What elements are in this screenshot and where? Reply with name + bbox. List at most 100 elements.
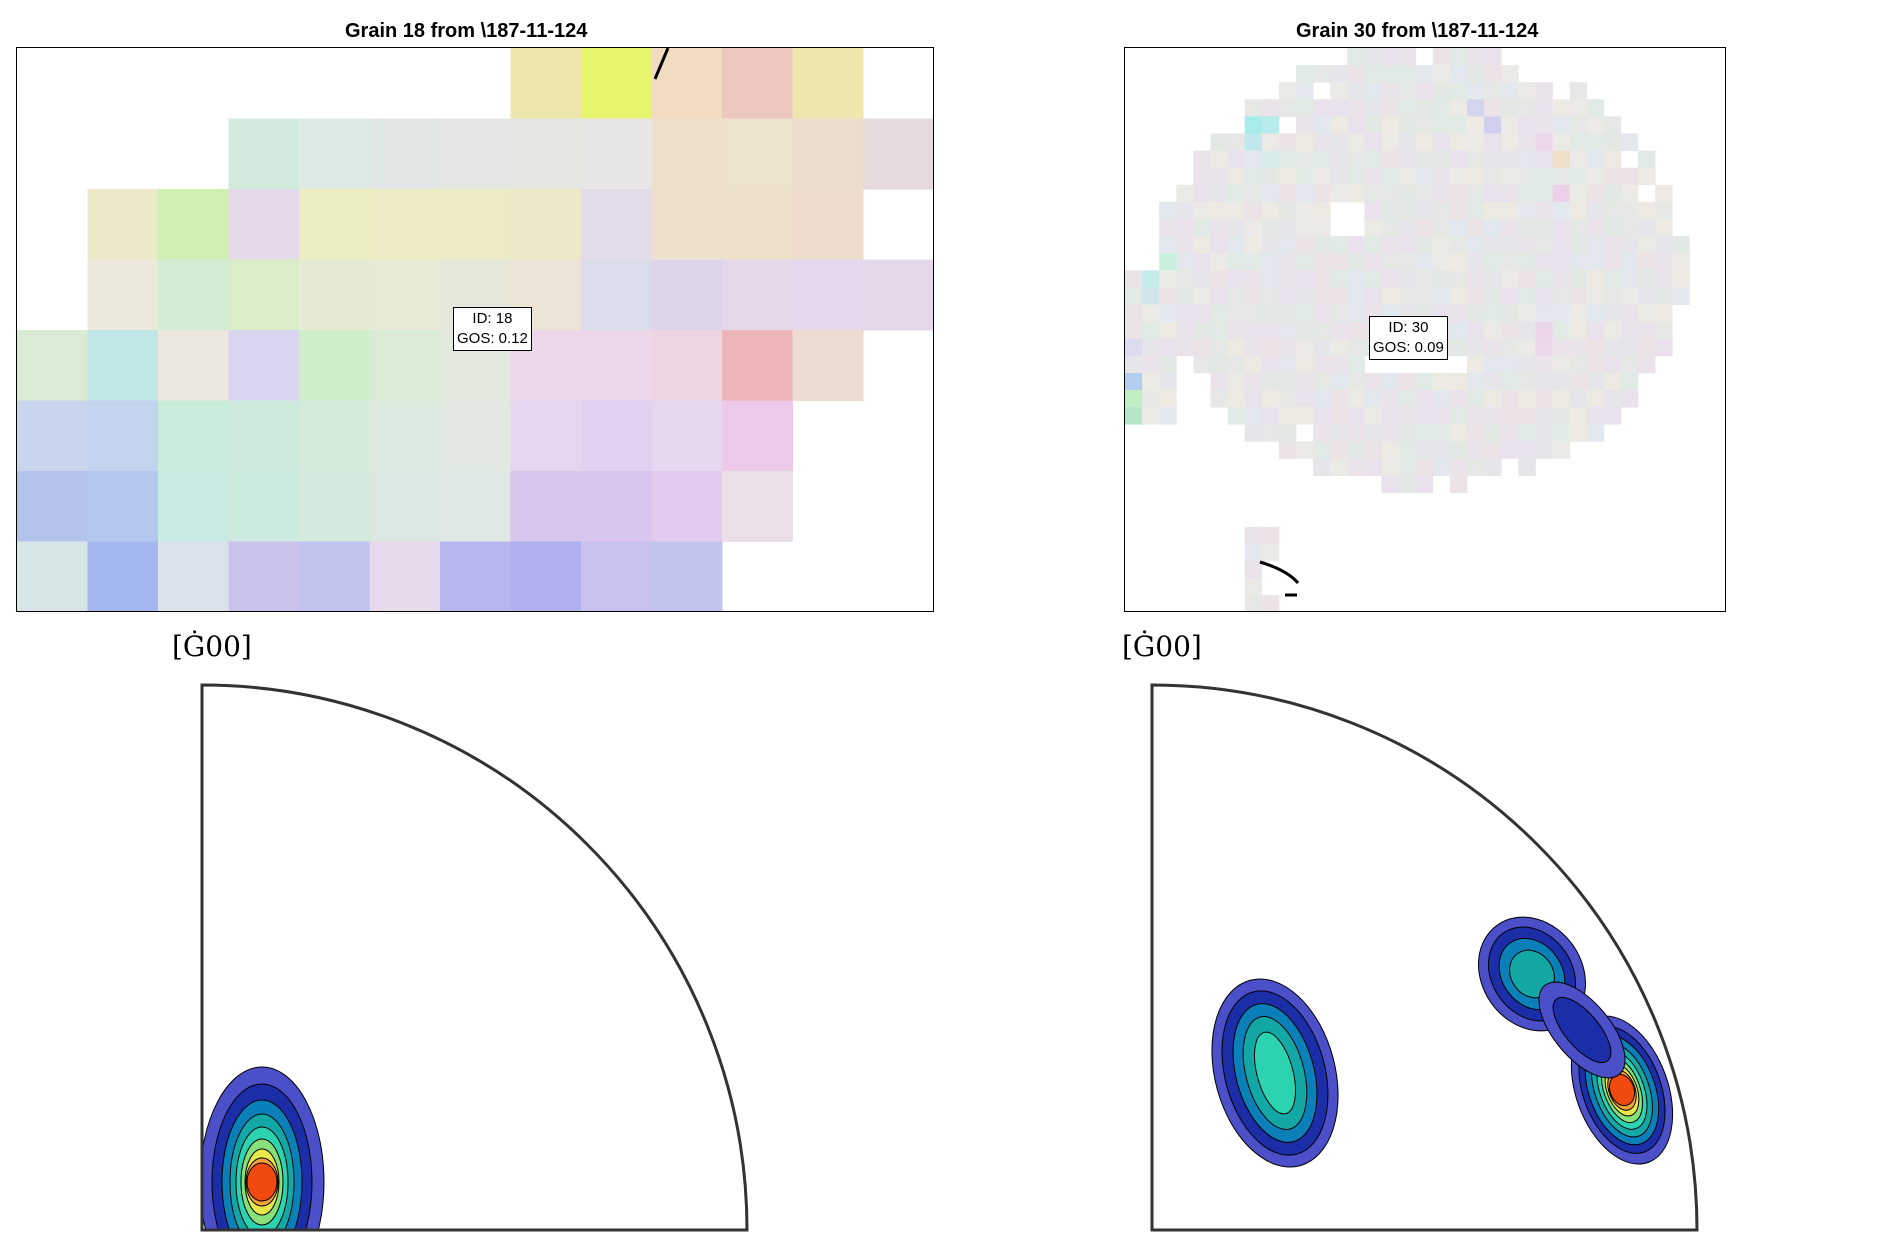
map-pixel xyxy=(1381,458,1399,476)
map-pixel xyxy=(369,541,441,611)
map-pixel xyxy=(1244,116,1263,134)
map-pixel xyxy=(1415,99,1434,117)
map-pixel xyxy=(1313,201,1331,220)
map-pixel xyxy=(1278,321,1297,340)
map-pixel xyxy=(1467,441,1485,459)
map-pixel xyxy=(1467,236,1485,254)
map-pixel xyxy=(1125,338,1143,357)
map-pixel xyxy=(581,330,652,401)
map-pixel xyxy=(1432,253,1451,271)
map-pixel xyxy=(1552,99,1570,117)
map-pixel xyxy=(1364,65,1382,83)
map-pixel xyxy=(1518,133,1536,151)
map-pixel xyxy=(1552,184,1570,203)
map-pixel xyxy=(1364,201,1382,220)
map-pixel xyxy=(1176,201,1194,220)
map-pixel xyxy=(1398,65,1417,83)
map-pixel xyxy=(1347,458,1365,476)
map-pixel xyxy=(1535,407,1553,425)
map-pixel xyxy=(1313,150,1331,169)
map-pixel xyxy=(1210,270,1228,288)
map-pixel xyxy=(1398,201,1417,220)
map-pixel xyxy=(1347,48,1365,66)
map-pixel xyxy=(1432,201,1451,220)
map-pixel xyxy=(1569,116,1588,134)
map-pixel xyxy=(1347,65,1365,83)
grain-30-id: ID: 30 xyxy=(1388,319,1429,336)
map-pixel xyxy=(1586,424,1605,442)
map-pixel xyxy=(1193,287,1211,305)
map-pixel xyxy=(1655,236,1673,254)
map-pixel xyxy=(1313,407,1331,425)
map-pixel xyxy=(1364,270,1382,288)
map-pixel xyxy=(1603,338,1622,357)
map-pixel xyxy=(369,259,441,331)
map-pixel xyxy=(1330,355,1348,374)
map-pixel xyxy=(1449,287,1468,305)
map-pixel xyxy=(1244,133,1263,151)
map-pixel xyxy=(1586,201,1605,220)
map-pixel xyxy=(581,400,652,472)
map-pixel xyxy=(1347,287,1365,305)
map-pixel xyxy=(1603,372,1622,391)
map-pixel xyxy=(1518,338,1536,357)
map-pixel xyxy=(1313,441,1331,459)
map-pixel xyxy=(1296,65,1314,83)
map-pixel xyxy=(1313,458,1331,476)
map-pixel xyxy=(1552,321,1570,340)
map-pixel xyxy=(17,471,88,542)
map-pixel xyxy=(158,189,229,260)
map-pixel xyxy=(1501,407,1519,425)
map-pixel xyxy=(1125,270,1143,288)
map-pixel xyxy=(228,471,300,542)
map-pixel xyxy=(1296,219,1314,237)
map-pixel xyxy=(1535,441,1553,459)
map-pixel xyxy=(1484,116,1502,134)
map-pixel xyxy=(1278,338,1297,357)
map-pixel xyxy=(1552,372,1570,391)
map-pixel xyxy=(1261,424,1280,442)
map-pixel xyxy=(1347,372,1365,391)
map-pixel xyxy=(1347,184,1365,203)
map-pixel xyxy=(1296,270,1314,288)
map-pixel xyxy=(510,48,582,119)
map-pixel xyxy=(1655,321,1673,340)
map-pixel xyxy=(1484,372,1502,391)
map-pixel xyxy=(1501,116,1519,134)
map-pixel xyxy=(1330,253,1348,271)
map-pixel xyxy=(369,330,441,401)
map-pixel xyxy=(1467,201,1485,220)
map-pixel xyxy=(1603,201,1622,220)
map-pixel xyxy=(1415,219,1434,237)
map-pixel xyxy=(1484,65,1502,83)
map-pixel xyxy=(1330,287,1348,305)
contour-level xyxy=(1552,996,1612,1064)
map-pixel xyxy=(1620,236,1639,254)
map-pixel xyxy=(1381,270,1399,288)
map-pixel xyxy=(1296,304,1314,322)
map-pixel xyxy=(1501,99,1519,117)
map-pixel xyxy=(1278,407,1297,425)
map-pixel xyxy=(1347,99,1365,117)
map-pixel xyxy=(1364,390,1382,408)
map-pixel xyxy=(1210,287,1228,305)
map-pixel xyxy=(1227,304,1246,322)
map-pixel xyxy=(1261,184,1280,203)
map-pixel xyxy=(1638,219,1656,237)
map-pixel xyxy=(1381,167,1399,186)
map-pixel xyxy=(1261,219,1280,237)
map-pixel xyxy=(1518,99,1536,117)
map-pixel xyxy=(1569,424,1588,442)
map-pixel xyxy=(1398,458,1417,476)
map-pixel xyxy=(1415,253,1434,271)
map-pixel xyxy=(1244,526,1263,545)
map-pixel xyxy=(1484,201,1502,220)
map-pixel xyxy=(1364,219,1382,237)
map-pixel xyxy=(1142,390,1160,408)
map-pixel xyxy=(1655,201,1673,220)
map-pixel xyxy=(1364,48,1382,66)
map-pixel xyxy=(1398,441,1417,459)
map-pixel xyxy=(1296,150,1314,169)
map-pixel xyxy=(510,118,582,190)
map-pixel xyxy=(1586,304,1605,322)
